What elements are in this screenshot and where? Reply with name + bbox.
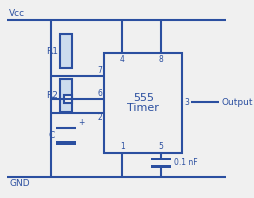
Text: C: C (48, 131, 54, 140)
Bar (56, 141, 76, 145)
Text: 2: 2 (98, 113, 102, 123)
Text: R1: R1 (46, 47, 58, 56)
Text: 5: 5 (159, 142, 164, 151)
Text: Output: Output (221, 98, 252, 107)
Bar (60, 34, 72, 68)
Text: Timer: Timer (127, 103, 159, 113)
Text: +: + (78, 118, 85, 127)
Text: 7: 7 (97, 66, 102, 75)
Text: Vcc: Vcc (9, 9, 25, 18)
Text: 0.1 nF: 0.1 nF (174, 158, 198, 167)
Text: 6: 6 (97, 89, 102, 98)
Bar (151, 158, 171, 160)
Bar (60, 79, 72, 112)
Text: 555: 555 (133, 93, 154, 103)
Text: R2: R2 (46, 91, 58, 100)
Bar (151, 165, 171, 168)
Text: 4: 4 (120, 54, 125, 64)
Text: GND: GND (9, 179, 30, 188)
Text: 8: 8 (159, 54, 164, 64)
Text: 3: 3 (184, 98, 189, 107)
Bar (64, 95, 72, 103)
Text: 1: 1 (120, 142, 125, 151)
Bar (104, 53, 182, 153)
